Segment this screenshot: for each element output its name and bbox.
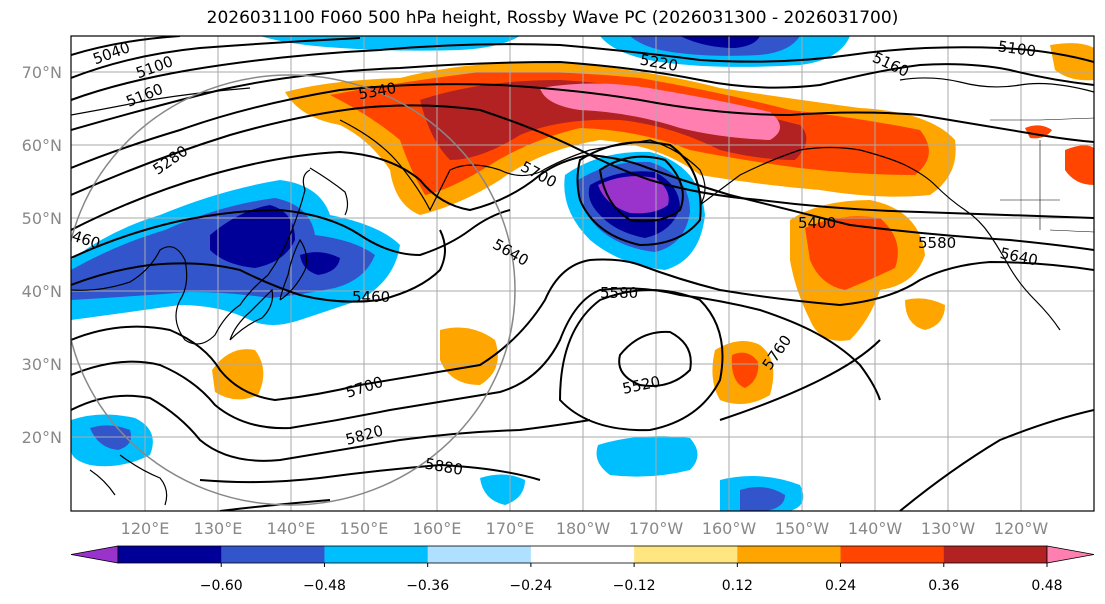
lon-label: 140°W: [848, 519, 903, 538]
colorbar-cell: [634, 546, 738, 563]
colorbar-cell: [427, 546, 532, 563]
latitude-labels: 70°N 60°N 50°N 40°N 30°N 20°N: [22, 63, 62, 447]
contour-label: 5580: [918, 234, 956, 252]
lon-label: 160°E: [413, 519, 462, 538]
lon-label: 170°E: [486, 519, 535, 538]
colorbar-tick-label: −0.12: [613, 578, 656, 594]
longitude-labels: 120°E 130°E 140°E 150°E 160°E 170°E 180°…: [121, 519, 1049, 538]
colorbar-tick-label: 0.24: [825, 578, 856, 594]
positive-anomaly-subtropics-core: [731, 352, 759, 388]
positive-anomaly-central-pacific: [440, 327, 498, 385]
colorbar-cell: [737, 546, 842, 563]
lat-label-50n: 50°N: [22, 209, 62, 228]
colorbar-tick-label: 0.48: [1031, 578, 1062, 594]
negative-anomaly-japan-core: [210, 205, 295, 268]
colorbar-tick-label: −0.48: [303, 578, 346, 594]
colorbar-tick-label: 0.36: [928, 578, 959, 594]
map-title: 2026031100 F060 500 hPa height, Rossby W…: [206, 8, 899, 28]
colorbar-cell: [840, 546, 945, 563]
colorbar-cell: [530, 546, 635, 563]
contour-label: 5400: [798, 214, 836, 232]
negative-anomaly-south-central: [480, 474, 525, 505]
positive-anomaly-northwest-corner: [1050, 43, 1094, 81]
colorbar-cell: [118, 546, 222, 563]
colorbar-tick-label: −0.36: [406, 578, 449, 594]
negative-anomaly-south-east-core: [740, 486, 785, 511]
colorbar-cell: [221, 546, 325, 563]
lon-label: 170°W: [629, 519, 684, 538]
colorbar-tick-label: −0.24: [509, 578, 552, 594]
lon-label: 140°E: [267, 519, 316, 538]
lat-label-20n: 20°N: [22, 428, 62, 447]
lon-label: 160°W: [702, 519, 757, 538]
lat-label-40n: 40°N: [22, 282, 62, 301]
contour-label: 5100: [997, 37, 1037, 60]
positive-anomaly-west-coast: [905, 298, 945, 330]
coastlines: [71, 77, 1094, 506]
map-frame: [70, 35, 1095, 512]
colorbar-extend-high: [1046, 545, 1095, 564]
negative-anomaly-low-core: [598, 176, 669, 214]
colorbar-extend-low: [70, 545, 119, 564]
negative-anomaly-japan-east: [300, 252, 340, 275]
height-contours: [71, 36, 1094, 511]
contour-label: 5460: [352, 288, 390, 306]
positive-anomaly-strong-north: [420, 80, 807, 160]
positive-anomaly-japan-south: [212, 349, 264, 400]
negative-anomaly-arctic-max: [680, 36, 760, 48]
colorbar-cell: [943, 546, 1048, 563]
colorbar-tick-label: −0.60: [200, 578, 243, 594]
negative-anomaly-south-pacific: [596, 436, 698, 477]
reference-circle: [71, 74, 516, 506]
lon-label: 150°W: [775, 519, 830, 538]
lat-label-70n: 70°N: [22, 63, 62, 82]
lon-label: 120°E: [121, 519, 170, 538]
lon-label: 130°E: [194, 519, 243, 538]
positive-anomaly-east-edge: [1065, 145, 1094, 185]
lon-label: 130°W: [921, 519, 976, 538]
lon-label: 180°W: [556, 519, 611, 538]
colorbar: −0.60 −0.48 −0.36 −0.24 −0.12 0.12 0.24 0.36 0.4…: [70, 545, 1095, 594]
lon-label: 120°W: [994, 519, 1049, 538]
borders: [990, 117, 1094, 233]
positive-anomaly-max-north: [540, 83, 780, 140]
contour-label: 5580: [600, 284, 638, 302]
lat-label-60n: 60°N: [22, 136, 62, 155]
lat-label-30n: 30°N: [22, 355, 62, 374]
colorbar-tick-label: 0.12: [722, 578, 753, 594]
lon-label: 150°E: [340, 519, 389, 538]
colorbar-cell: [324, 546, 429, 563]
